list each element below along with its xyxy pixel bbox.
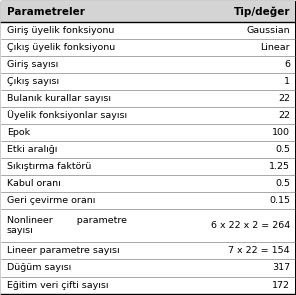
Bar <box>1 260 295 276</box>
Bar <box>1 158 295 175</box>
Text: Kabul oranı: Kabul oranı <box>7 179 61 188</box>
Text: 0.15: 0.15 <box>269 196 290 205</box>
Text: Giriş üyelik fonksiyonu: Giriş üyelik fonksiyonu <box>7 26 114 35</box>
Text: Geri çevirme oranı: Geri çevirme oranı <box>7 196 95 205</box>
Text: 22: 22 <box>278 94 290 103</box>
Text: 22: 22 <box>278 111 290 120</box>
Text: Etki aralığı: Etki aralığı <box>7 145 57 154</box>
Text: Sıkıştırma faktörü: Sıkıştırma faktörü <box>7 162 91 171</box>
Text: 317: 317 <box>272 263 290 273</box>
Text: Lineer parametre sayısı: Lineer parametre sayısı <box>7 247 119 255</box>
Bar <box>1 22 295 39</box>
Text: 0.5: 0.5 <box>275 179 290 188</box>
Text: Bulanık kurallar sayısı: Bulanık kurallar sayısı <box>7 94 111 103</box>
Bar <box>1 1 295 22</box>
Text: 0.5: 0.5 <box>275 145 290 154</box>
Bar <box>1 141 295 158</box>
Bar <box>1 55 295 73</box>
Text: 100: 100 <box>272 128 290 137</box>
Bar <box>1 106 295 124</box>
Bar <box>1 192 295 209</box>
Bar <box>1 90 295 106</box>
Text: 172: 172 <box>272 281 290 289</box>
Bar <box>1 276 295 294</box>
Text: Tip/değer: Tip/değer <box>234 6 290 17</box>
Text: 6 x 22 x 2 = 264: 6 x 22 x 2 = 264 <box>211 221 290 230</box>
Text: Düğüm sayısı: Düğüm sayısı <box>7 263 71 273</box>
Bar <box>1 124 295 141</box>
Text: 1: 1 <box>284 77 290 86</box>
Text: Gaussian: Gaussian <box>247 26 290 35</box>
Text: Çıkış sayısı: Çıkış sayısı <box>7 77 59 86</box>
Text: Giriş sayısı: Giriş sayısı <box>7 60 58 68</box>
Text: Üyelik fonksiyonlar sayısı: Üyelik fonksiyonlar sayısı <box>7 110 127 120</box>
Bar <box>1 39 295 55</box>
Text: Parametreler: Parametreler <box>7 6 85 17</box>
Bar <box>1 175 295 192</box>
Text: Nonlineer        parametre
sayısı: Nonlineer parametre sayısı <box>7 216 127 235</box>
Text: 1.25: 1.25 <box>269 162 290 171</box>
Bar <box>1 73 295 90</box>
Text: Çıkış üyelik fonksiyonu: Çıkış üyelik fonksiyonu <box>7 42 115 52</box>
Text: Epok: Epok <box>7 128 30 137</box>
Text: Eğitim veri çifti sayısı: Eğitim veri çifti sayısı <box>7 281 108 289</box>
Text: Linear: Linear <box>260 42 290 52</box>
Text: 7 x 22 = 154: 7 x 22 = 154 <box>229 247 290 255</box>
Bar <box>1 242 295 260</box>
Text: 6: 6 <box>284 60 290 68</box>
